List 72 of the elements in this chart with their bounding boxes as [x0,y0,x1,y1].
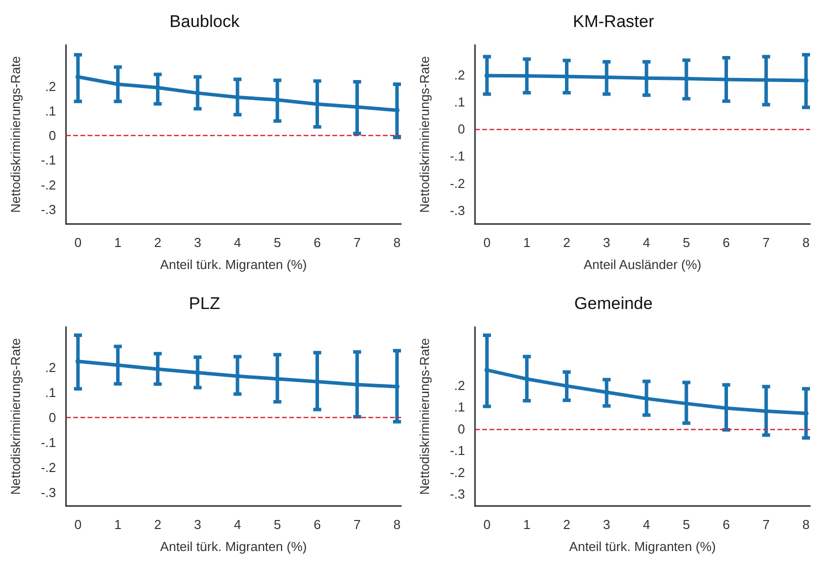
y-tick-label: -.2 [450,176,465,191]
x-tick-label: 1 [523,235,530,250]
x-tick-label: 0 [74,235,82,250]
chart-title: PLZ [188,294,220,313]
chart-title: KM-Raster [572,12,654,31]
x-tick-label: 2 [154,235,162,250]
x-tick-label: 5 [274,517,281,532]
y-tick-label: -.1 [450,148,465,164]
x-axis-title: Anteil türk. Migranten (%) [160,539,307,554]
x-tick-label: 1 [523,517,530,532]
y-tick-label: 0 [458,421,465,436]
x-tick-label: 0 [74,517,82,532]
x-tick-label: 8 [393,235,401,250]
x-tick-label: 0 [483,517,491,532]
y-tick-label: .2 [454,378,465,393]
x-axis-title: Anteil Ausländer (%) [584,257,702,272]
y-tick-label: -.3 [40,484,56,500]
x-tick-label: 4 [234,517,242,532]
y-tick-label: -.1 [450,443,465,458]
y-tick-label: .1 [45,385,56,400]
x-tick-label: 0 [483,235,491,250]
x-axis-title: Anteil türk. Migranten (%) [569,539,716,554]
x-tick-label: 8 [393,517,401,532]
x-tick-label: 8 [802,517,810,532]
y-tick-label: -.3 [450,486,465,502]
x-tick-label: 5 [682,517,690,532]
y-tick-label: 0 [458,122,465,137]
x-tick-label: 7 [354,517,361,532]
y-tick-label: -.1 [40,434,56,450]
y-tick-label: -.2 [450,464,465,480]
y-tick-label: -.3 [40,202,56,217]
x-tick-label: 8 [802,235,810,250]
x-tick-label: 5 [274,235,281,250]
x-tick-label: 3 [602,517,610,532]
x-tick-label: 7 [762,235,770,250]
y-tick-label: .1 [454,94,465,110]
x-tick-label: 5 [682,235,690,250]
y-axis-title: Nettodiskriminierungs-Rate [417,56,432,213]
x-tick-label: 2 [563,235,570,250]
x-tick-label: 3 [194,235,202,250]
y-axis-title: Nettodiskriminierungs-Rate [8,338,23,495]
y-tick-label: -.1 [40,152,56,168]
x-tick-label: 4 [234,235,242,250]
x-axis-title: Anteil türk. Migranten (%) [160,257,307,272]
x-tick-label: 7 [354,235,361,250]
y-tick-label: .2 [45,360,56,376]
y-tick-label: .1 [454,400,465,415]
x-tick-label: 4 [642,517,650,532]
x-tick-label: 1 [114,517,122,532]
y-axis-title: Nettodiskriminierungs-Rate [417,338,432,495]
x-tick-label: 6 [314,517,321,532]
y-tick-label: -.2 [40,460,56,475]
chart-title: Gemeinde [574,294,653,313]
x-tick-label: 4 [642,235,650,250]
y-tick-label: 0 [48,410,56,425]
x-tick-label: 3 [194,517,202,532]
y-tick-label: -.2 [40,177,56,192]
x-tick-label: 1 [114,235,122,250]
x-tick-label: 3 [602,235,610,250]
y-tick-label: 0 [48,128,56,144]
y-tick-label: .2 [45,79,56,94]
x-tick-label: 7 [762,517,770,532]
x-tick-label: 6 [722,517,730,532]
x-tick-label: 6 [314,235,321,250]
y-axis-title: Nettodiskriminierungs-Rate [8,56,23,213]
x-tick-label: 6 [722,235,730,250]
x-tick-label: 2 [563,517,570,532]
y-tick-label: .2 [454,67,465,82]
y-tick-label: .1 [45,104,56,119]
y-tick-label: -.3 [450,202,465,218]
chart-title: Baublock [170,12,240,31]
x-tick-label: 2 [154,517,162,532]
